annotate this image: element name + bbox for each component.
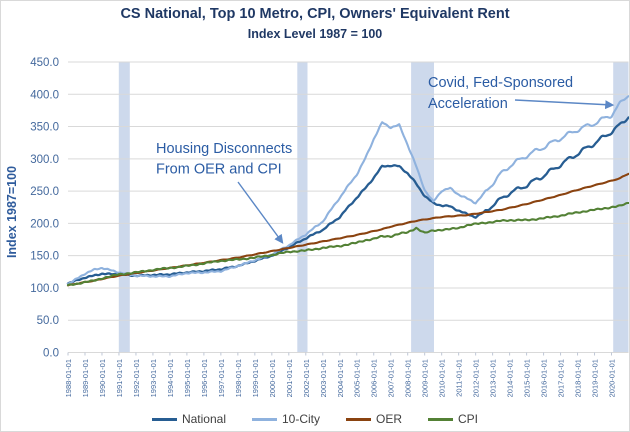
x-tick-label: 2012-01-01 [472, 359, 481, 397]
x-tick-label: 2016-01-01 [540, 359, 549, 397]
recession-band [297, 62, 308, 353]
y-tick-label: 450.0 [30, 57, 59, 69]
legend-item-10-city: 10-City [251, 412, 320, 426]
y-tick-label: 350.0 [30, 122, 59, 134]
legend-swatch-national [151, 417, 177, 421]
x-tick-label: 2014-01-01 [506, 359, 515, 397]
series-line-national [66, 116, 629, 285]
y-tick-label: 100.0 [30, 283, 59, 295]
x-tick-label: 1997-01-01 [217, 359, 226, 397]
x-tick-label: 1989-01-01 [81, 359, 90, 397]
x-tick-label: 2001-01-01 [285, 359, 294, 397]
legend: National 10-City OER CPI [1, 408, 629, 430]
x-tick-label: 1992-01-01 [132, 359, 141, 397]
x-tick-label: 2013-01-01 [489, 359, 498, 397]
recession-band [613, 62, 629, 353]
y-tick-label: 400.0 [30, 89, 59, 101]
x-tick-label: 1999-01-01 [251, 359, 260, 397]
x-tick-label: 2003-01-01 [319, 359, 328, 397]
x-tick-label: 1998-01-01 [234, 359, 243, 397]
x-tick-label: 2006-01-01 [370, 359, 379, 397]
chart-subtitle: Index Level 1987 = 100 [247, 27, 383, 41]
chart-title: CS National, Top 10 Metro, CPI, Owners' … [120, 6, 510, 22]
y-tick-label: 250.0 [30, 186, 59, 198]
x-tick-label: 2010-01-01 [438, 359, 447, 397]
annotation-text-covid-acceleration: Covid, Fed-Sponsored [428, 75, 573, 91]
legend-item-national: National [151, 412, 226, 426]
x-tick-label: 2017-01-01 [557, 359, 566, 397]
x-tick-label: 1995-01-01 [183, 359, 192, 397]
y-tick-label: 0.0 [43, 348, 59, 360]
legend-swatch-10-city [251, 417, 277, 421]
annotation-arrow-housing-disconnect [237, 181, 284, 244]
x-tick-label: 1993-01-01 [149, 359, 158, 397]
annotation-text-covid-acceleration: Acceleration [428, 96, 508, 112]
x-tick-label: 1988-01-01 [64, 359, 73, 397]
x-tick-label: 2002-01-01 [302, 359, 311, 397]
x-tick-label: 2009-01-01 [421, 359, 430, 397]
legend-label-national: National [181, 412, 226, 426]
x-tick-label: 1990-01-01 [98, 359, 107, 397]
annotation-arrow-covid-acceleration [514, 99, 615, 110]
legend-swatch-cpi [428, 417, 454, 421]
legend-item-oer: OER [346, 412, 402, 426]
y-tick-label: 300.0 [30, 154, 59, 166]
annotation-text-housing-disconnect: Housing Disconnects [156, 141, 292, 157]
x-tick-label: 2015-01-01 [523, 359, 532, 397]
y-tick-label: 200.0 [30, 218, 59, 230]
x-tick-label: 2005-01-01 [353, 359, 362, 397]
x-tick-label: 1996-01-01 [200, 359, 209, 397]
recession-band [118, 62, 130, 353]
series-line-10-city [66, 95, 629, 286]
x-tick-label: 2020-01-01 [608, 359, 617, 397]
series-line-cpi [66, 201, 629, 287]
annotation-text-housing-disconnect: From OER and CPI [156, 162, 282, 178]
x-tick-label: 1991-01-01 [115, 359, 124, 397]
x-tick-label: 2018-01-01 [574, 359, 583, 397]
legend-label-10-city: 10-City [281, 412, 320, 426]
x-tick-label: 2004-01-01 [336, 359, 345, 397]
y-tick-label: 50.0 [37, 315, 59, 327]
x-tick-label: 2011-01-01 [455, 359, 464, 397]
x-tick-label: 2019-01-01 [591, 359, 600, 397]
recession-band [411, 62, 434, 353]
x-tick-label: 2007-01-01 [387, 359, 396, 397]
legend-item-cpi: CPI [428, 412, 478, 426]
x-tick-label: 1994-01-01 [166, 359, 175, 397]
legend-label-oer: OER [376, 412, 403, 426]
legend-label-cpi: CPI [458, 412, 479, 426]
x-tick-label: 2008-01-01 [404, 359, 413, 397]
x-tick-label: 2000-01-01 [268, 359, 277, 397]
y-tick-label: 150.0 [30, 251, 59, 263]
legend-swatch-oer [346, 417, 371, 421]
